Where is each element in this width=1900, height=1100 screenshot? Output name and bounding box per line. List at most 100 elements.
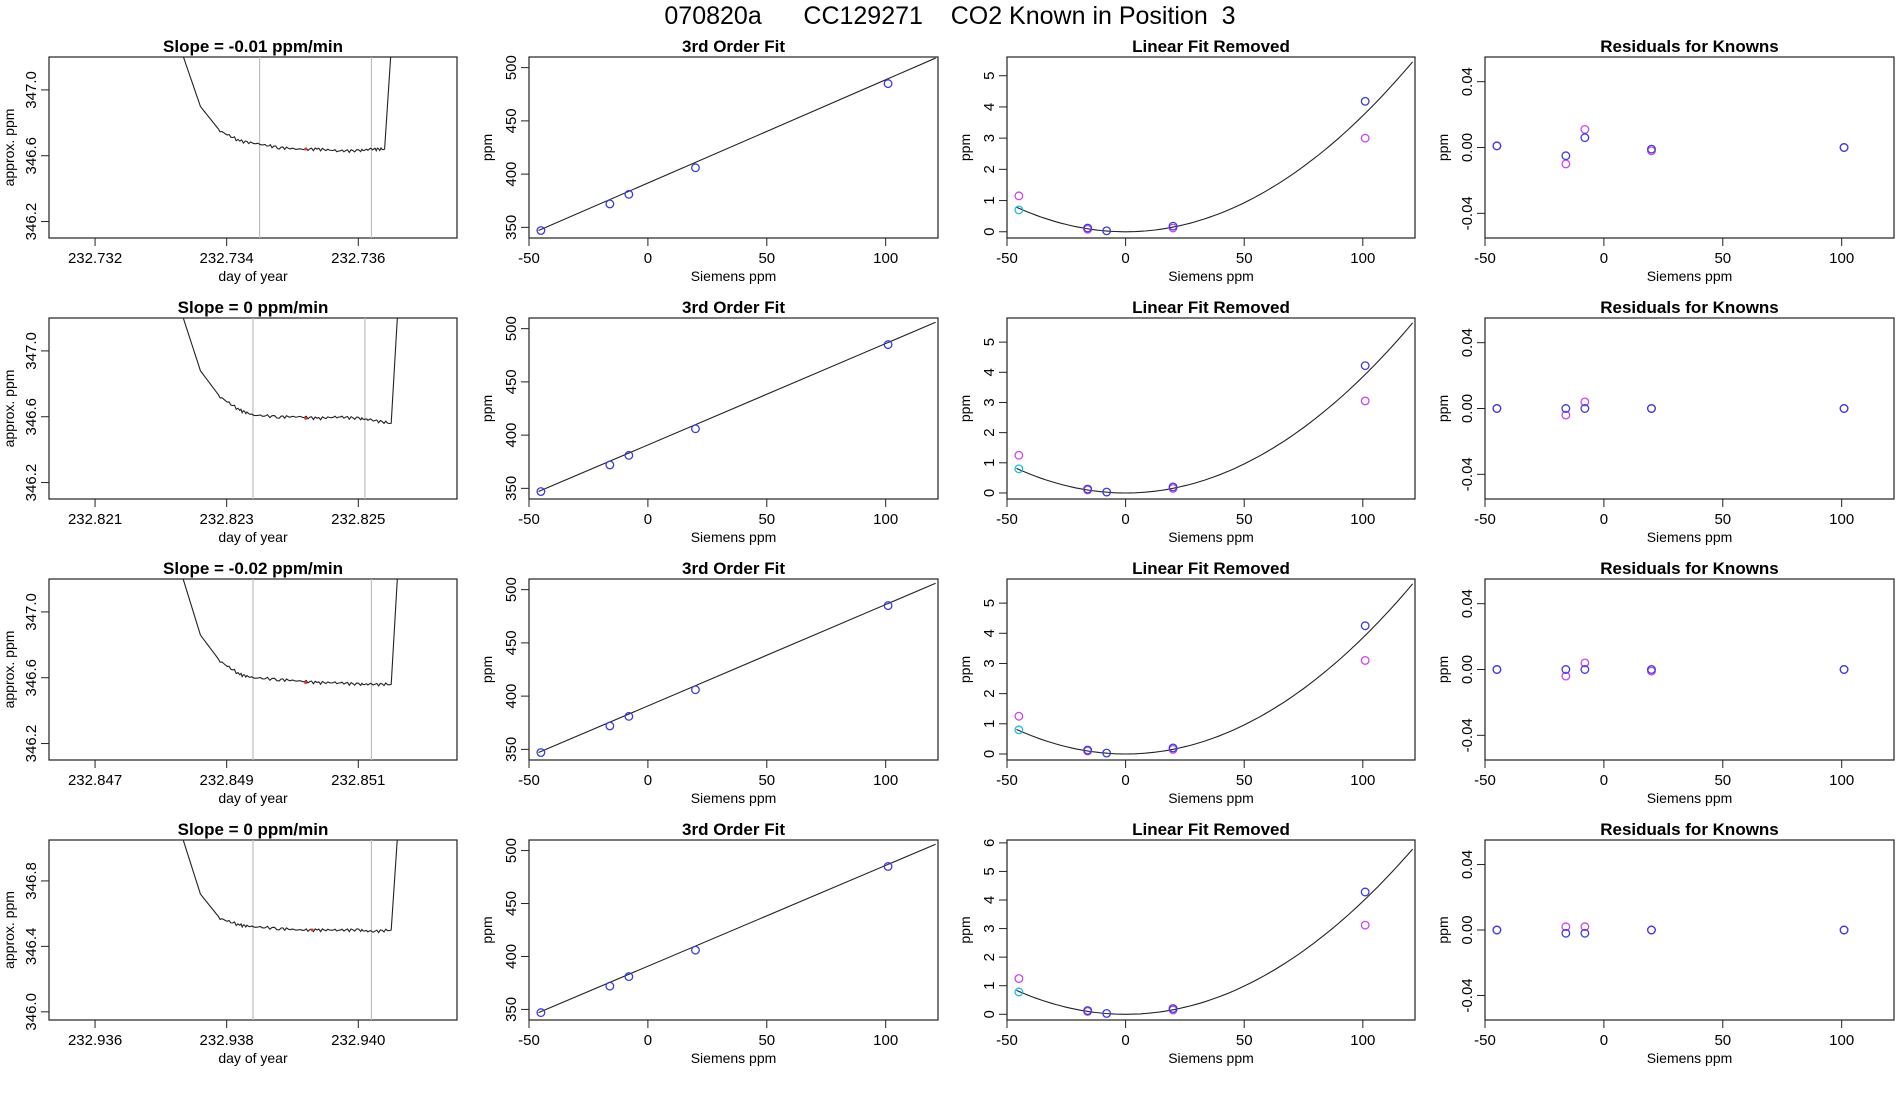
- x-tick-label: 232.851: [331, 772, 385, 789]
- x-tick-label: 0: [1121, 1032, 1129, 1049]
- y-tick-label: 0.00: [1459, 394, 1476, 423]
- panel-residuals-row-0: Residuals for Knowns -50 0 50 100 -0.04 0.00 0.…: [1435, 37, 1895, 284]
- x-axis-label: day of year: [218, 790, 288, 806]
- concentration-trace-line: [182, 57, 392, 154]
- known-point: [605, 199, 615, 209]
- plot-frame: [528, 56, 939, 239]
- known-point: [536, 1008, 546, 1018]
- panel-linear_removed-row-2: Linear Fit Removed -50 0 50 100 0 1 2 3 4 5 Siemens…: [957, 559, 1416, 806]
- x-tick-label: 232.849: [200, 772, 254, 789]
- y-axis-label: ppm: [1435, 395, 1451, 422]
- x-tick-label: 100: [873, 511, 898, 528]
- y-tick-label: 350: [503, 737, 520, 762]
- y-axis-label: approx. ppm: [1, 631, 17, 709]
- y-tick-label: 3: [981, 659, 998, 667]
- known-residual-point: [1561, 928, 1571, 938]
- magenta-point: [1360, 396, 1370, 406]
- x-tick-label: 50: [1714, 511, 1731, 528]
- known-point: [1168, 482, 1178, 492]
- x-tick-label: -50: [1474, 250, 1496, 267]
- x-tick-label: 100: [1350, 772, 1375, 789]
- x-tick-label: 100: [873, 1032, 898, 1049]
- y-tick-label: 0: [981, 489, 998, 497]
- y-tick-label: -0.04: [1459, 978, 1476, 1012]
- fit-line: [538, 57, 936, 232]
- cyan-point: [1014, 205, 1024, 215]
- y-axis-label: ppm: [1435, 916, 1451, 943]
- x-tick-label: 232.823: [200, 511, 254, 528]
- x-tick-label: 232.732: [68, 250, 122, 267]
- y-tick-label: 0: [981, 1010, 998, 1018]
- x-tick-label: 232.821: [68, 511, 122, 528]
- y-tick-label: 450: [503, 369, 520, 394]
- x-tick-label: 100: [1829, 511, 1854, 528]
- x-tick-label: 232.825: [331, 511, 385, 528]
- x-tick-label: -50: [518, 250, 540, 267]
- cyan-point: [1014, 725, 1024, 735]
- known-point: [624, 450, 634, 460]
- x-tick-label: 50: [1714, 250, 1731, 267]
- known-point: [691, 163, 700, 173]
- known-point: [1360, 621, 1370, 631]
- y-tick-label: 400: [503, 684, 520, 709]
- known-point: [1168, 743, 1178, 753]
- y-tick-label: 1: [981, 459, 998, 467]
- fit-curve: [1016, 322, 1414, 494]
- magenta-point: [1360, 920, 1370, 930]
- y-tick-label: 500: [503, 55, 520, 80]
- data-area: [182, 318, 398, 499]
- plot-frame: [1006, 317, 1416, 500]
- data-area: [1014, 583, 1414, 758]
- fit-curve: [1016, 583, 1414, 755]
- y-tick-label: 0: [981, 750, 998, 758]
- data-area: [536, 57, 936, 235]
- y-tick-label: 347.0: [23, 71, 40, 109]
- x-tick-label: 0: [644, 250, 652, 267]
- known-point: [1360, 887, 1370, 897]
- x-tick-label: 50: [1714, 1032, 1731, 1049]
- magenta-point: [1014, 711, 1024, 721]
- panel-title: Slope = 0 ppm/min: [178, 298, 329, 317]
- y-tick-label: 500: [503, 577, 520, 602]
- known-point: [883, 601, 893, 611]
- x-tick-label: 0: [1121, 511, 1129, 528]
- x-tick-label: -50: [518, 511, 540, 528]
- known-point: [624, 711, 634, 721]
- x-tick-label: -50: [996, 511, 1018, 528]
- plot-frame: [1484, 839, 1895, 1021]
- y-axis-label: ppm: [957, 395, 973, 422]
- y-axis-label: ppm: [957, 656, 973, 683]
- y-tick-label: 346.6: [23, 398, 40, 436]
- y-axis-label: ppm: [479, 916, 495, 943]
- x-tick-label: 100: [1350, 250, 1375, 267]
- data-area: [1492, 124, 1849, 169]
- y-axis-label: ppm: [1435, 134, 1451, 161]
- magenta-residual-point: [1561, 159, 1571, 169]
- known-point: [1083, 223, 1093, 233]
- data-area: [536, 321, 936, 496]
- magenta-point: [1014, 191, 1024, 201]
- y-axis-label: approx. ppm: [1, 109, 17, 187]
- y-tick-label: 3: [981, 398, 998, 406]
- data-area: [1492, 922, 1849, 938]
- y-axis-label: ppm: [1435, 656, 1451, 683]
- x-tick-label: 0: [1600, 1032, 1608, 1049]
- x-tick-label: 100: [1829, 1032, 1854, 1049]
- y-tick-label: 347.0: [23, 332, 40, 370]
- panel-fit3-row-0: 3rd Order Fit -50 0 50 100 350 400 450 500 Siemen…: [479, 37, 939, 284]
- x-tick-label: 232.734: [200, 250, 254, 267]
- x-tick-label: 50: [1236, 250, 1253, 267]
- data-area: [1492, 658, 1849, 681]
- y-tick-label: 4: [981, 629, 998, 637]
- y-tick-label: -0.04: [1459, 196, 1476, 230]
- known-residual-point: [1647, 144, 1656, 154]
- y-tick-label: 6: [981, 839, 998, 847]
- panel-title: Slope = -0.02 ppm/min: [163, 559, 343, 578]
- y-tick-label: 0: [981, 228, 998, 236]
- known-residual-point: [1492, 925, 1502, 935]
- mean-marker: [304, 147, 308, 151]
- cyan-point: [1014, 464, 1024, 474]
- x-tick-label: 50: [758, 511, 775, 528]
- panel-fit3-row-1: 3rd Order Fit -50 0 50 100 350 400 450 500 Siemen…: [479, 298, 939, 545]
